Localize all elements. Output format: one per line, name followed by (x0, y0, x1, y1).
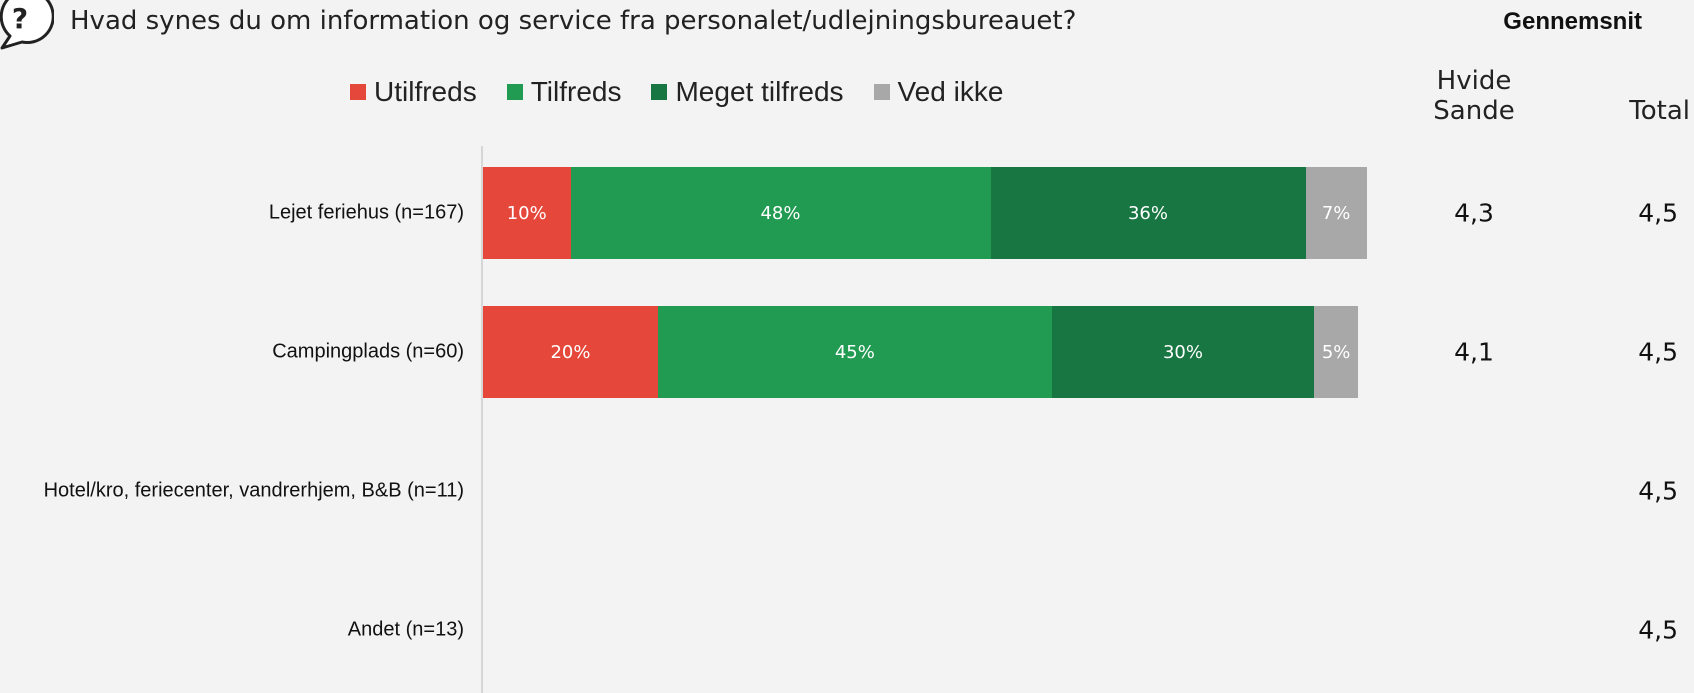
data-label: 20% (550, 341, 591, 363)
category-axis-line (481, 146, 483, 693)
legend-item: Meget tilfreds (651, 76, 844, 108)
legend-item: Tilfreds (506, 76, 622, 108)
category-label: Andet (n=13) (347, 618, 464, 641)
chart-question-title: Hvad synes du om information og service … (70, 6, 1077, 36)
data-label: 7% (1321, 202, 1351, 224)
legend-label: Meget tilfreds (675, 76, 844, 107)
data-label: 30% (1162, 341, 1203, 363)
bar-segment: 7% (1305, 167, 1367, 259)
legend-item: Utilfreds (350, 76, 477, 108)
bar-segment: 36% (990, 167, 1306, 259)
average-hvide-sande: 4,1 (1454, 337, 1494, 367)
average-total: 4,5 (1638, 337, 1678, 367)
bar-segment: 45% (658, 306, 1052, 398)
column-header-hvide-sande: Hvide Sande (1414, 66, 1534, 126)
bar-row: 20% 45% 30% 5% (483, 306, 1358, 398)
data-label: 45% (834, 341, 875, 363)
chart-legend: Utilfreds Tilfreds Meget tilfreds Ved ikke (350, 76, 1003, 108)
bar-row: 10% 48% 36% 7% (483, 167, 1367, 259)
column-header-total: Total (1629, 96, 1690, 126)
legend-label: Utilfreds (374, 76, 477, 107)
data-label: 36% (1127, 202, 1168, 224)
column-header-hvide-sande-label: Hvide Sande (1433, 66, 1515, 126)
category-label: Lejet feriehus (n=167) (268, 201, 464, 224)
legend-swatch (350, 84, 366, 100)
average-total: 4,5 (1638, 476, 1678, 506)
legend-swatch (873, 84, 890, 100)
svg-text:?: ? (12, 2, 28, 35)
average-total: 4,5 (1638, 615, 1678, 645)
data-label: 48% (760, 202, 801, 224)
category-label: Campingplads (n=60) (272, 340, 464, 363)
legend-swatch (506, 84, 523, 100)
category-label: Hotel/kro, feriecenter, vandrerhjem, B&B… (43, 479, 464, 502)
bar-segment: 30% (1051, 306, 1315, 398)
average-hvide-sande: 4,3 (1454, 198, 1494, 228)
legend-item: Ved ikke (873, 76, 1004, 108)
bar-segment: 48% (570, 167, 991, 259)
data-label: 5% (1321, 341, 1351, 363)
data-label: 10% (506, 202, 547, 224)
bar-segment: 5% (1314, 306, 1358, 398)
legend-label: Tilfreds (530, 76, 622, 107)
bar-segment: 20% (483, 306, 658, 398)
bar-segment: 10% (483, 167, 571, 259)
legend-swatch (651, 84, 668, 100)
average-header: Gennemsnit (1503, 8, 1642, 35)
legend-label: Ved ikke (897, 76, 1004, 107)
question-bubble-icon: ? (0, 0, 54, 50)
average-total: 4,5 (1638, 198, 1678, 228)
